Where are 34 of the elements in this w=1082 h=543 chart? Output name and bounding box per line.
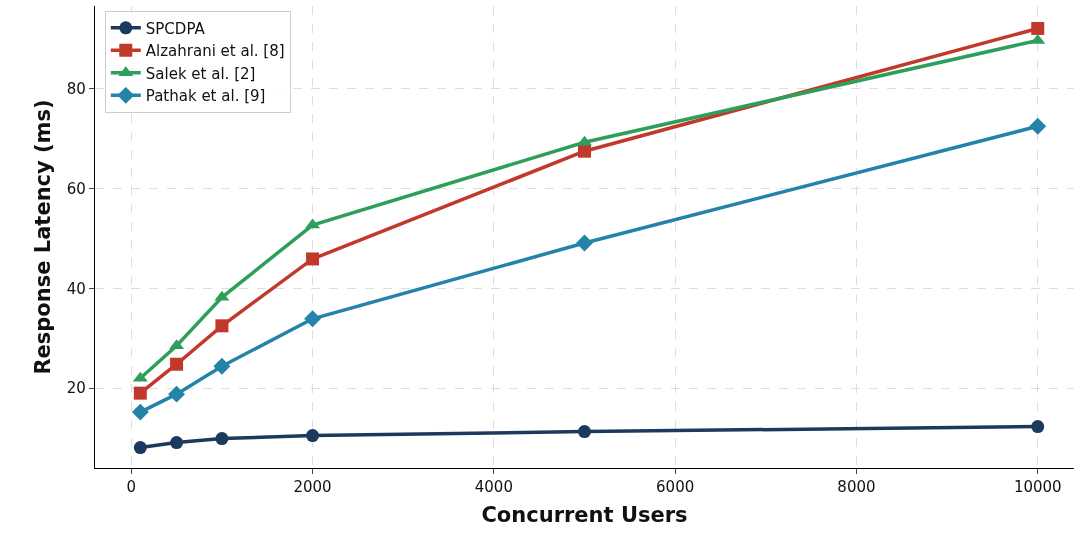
x-tick-label: 8000: [837, 478, 876, 497]
point: [131, 403, 149, 421]
point: [306, 429, 320, 443]
y-tick-label: 80: [66, 80, 86, 99]
x-tick-label: 2000: [293, 478, 332, 497]
point: [576, 234, 593, 252]
point: [304, 310, 322, 328]
point: [1031, 420, 1045, 434]
point: [133, 441, 147, 455]
y-axis-title: Response Latency (ms): [30, 99, 55, 375]
x-axis-title: Concurrent Users: [481, 503, 688, 528]
point: [215, 432, 229, 446]
legend-label: Salek et al. [2]: [145, 64, 256, 83]
y-tick-label: 40: [66, 279, 86, 298]
x-tick-label: 10000: [1013, 478, 1062, 497]
legend-label: Alzahrani et al. [8]: [145, 42, 285, 61]
x-tick-label: 4000: [474, 478, 513, 497]
legend-label: Pathak et al. [9]: [145, 87, 266, 106]
y-tick-label: 60: [66, 179, 86, 198]
point: [578, 144, 591, 158]
point: [213, 357, 231, 375]
point: [168, 385, 186, 403]
point: [578, 425, 591, 439]
y-tick-label: 20: [66, 379, 86, 398]
point: [170, 357, 184, 371]
point: [306, 252, 320, 266]
point: [1031, 21, 1045, 35]
legend-label: SPCDPA: [145, 19, 206, 38]
point: [133, 386, 147, 400]
x-tick-label: 0: [126, 478, 137, 497]
point: [215, 319, 229, 333]
x-tick-label: 6000: [656, 478, 695, 497]
point: [170, 436, 184, 450]
point: [1029, 117, 1047, 135]
